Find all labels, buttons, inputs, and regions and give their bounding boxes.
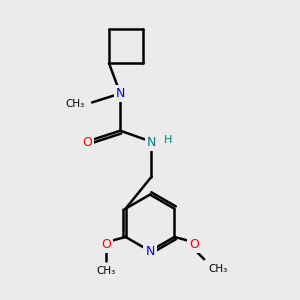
Text: H: H [164,136,172,146]
Text: CH₃: CH₃ [208,264,228,274]
Text: O: O [101,238,111,251]
Text: O: O [189,238,199,251]
Text: CH₃: CH₃ [97,266,116,276]
Text: N: N [116,87,125,100]
Text: O: O [82,136,92,149]
Text: N: N [147,136,156,149]
Text: CH₃: CH₃ [65,99,85,109]
Text: N: N [145,244,155,258]
